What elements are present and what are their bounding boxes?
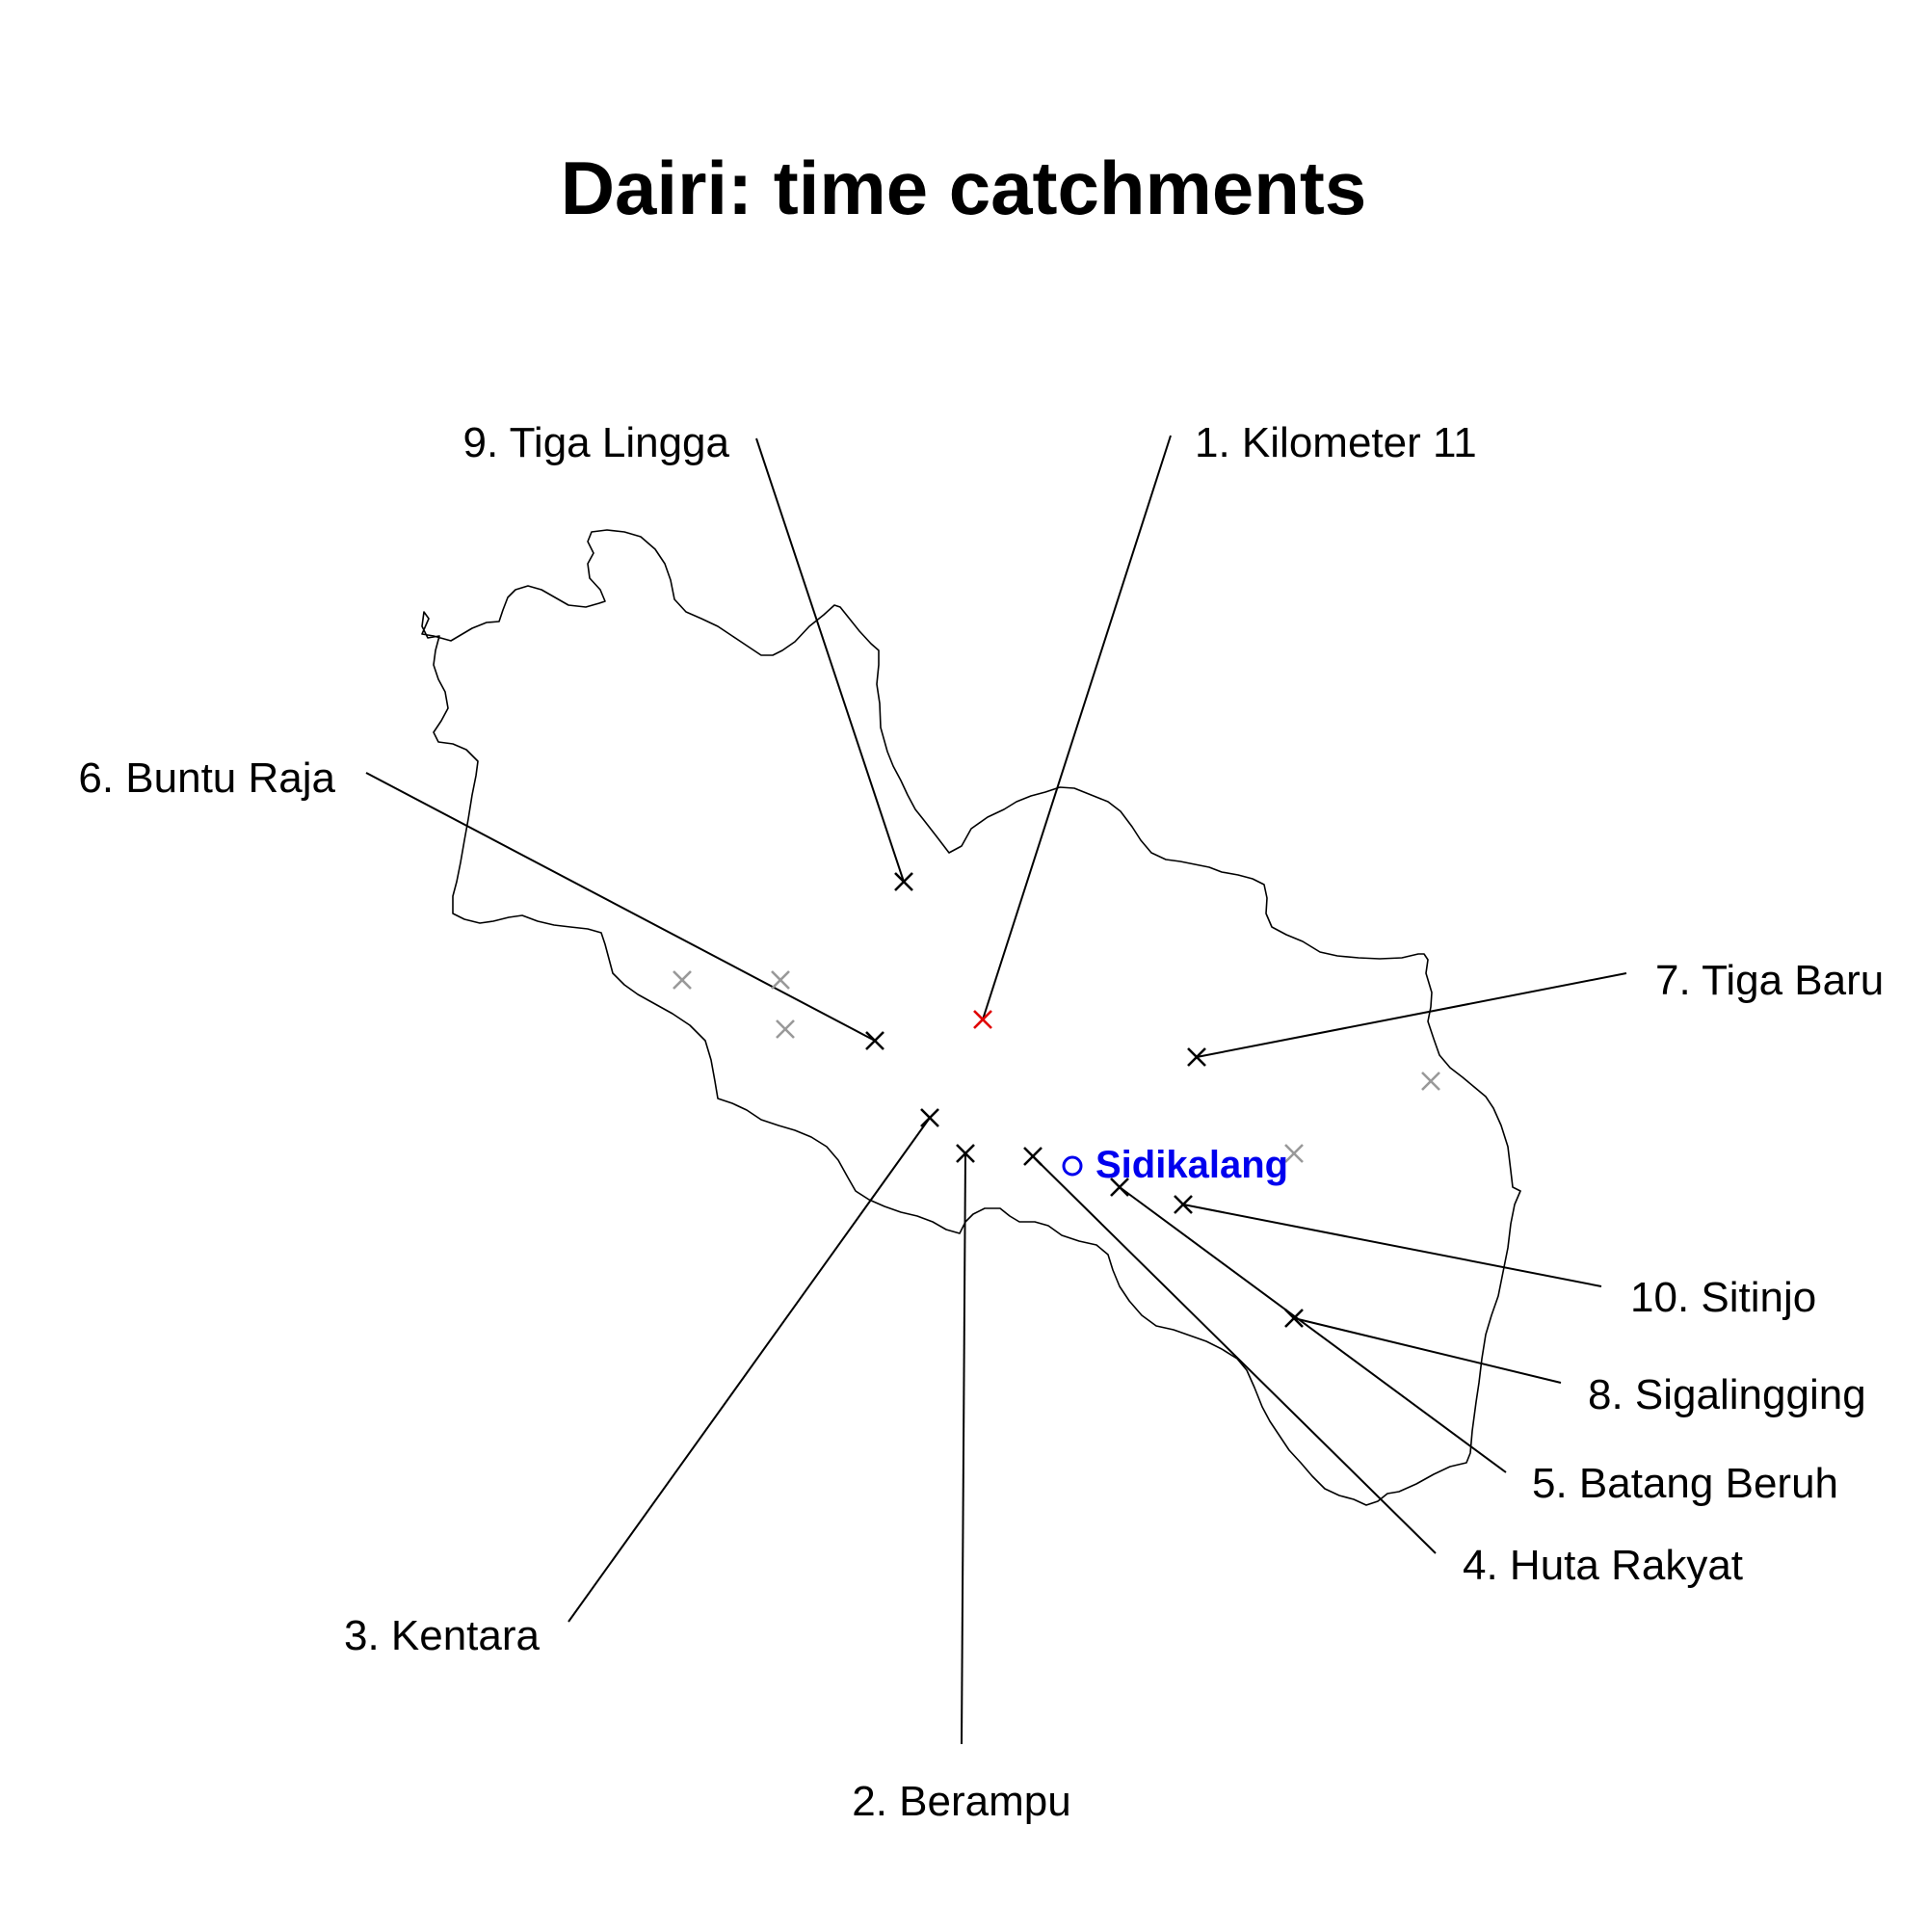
place-label-4: 4. Huta Rakyat xyxy=(1463,1542,1743,1589)
leader-line-6 xyxy=(365,772,876,1042)
place-label-6: 6. Buntu Raja xyxy=(78,754,335,802)
place-marker-7 xyxy=(1187,1047,1206,1067)
place-label-1: 1. Kilometer 11 xyxy=(1195,419,1477,466)
unlabelled-marker-3 xyxy=(776,1019,795,1039)
leader-line-7 xyxy=(1196,972,1627,1058)
place-label-9: 9. Tiga Lingga xyxy=(463,419,730,466)
map-title: Dairi: time catchments xyxy=(560,146,1367,230)
leader-line-4 xyxy=(1032,1155,1437,1554)
leader-line-1 xyxy=(982,435,1172,1020)
leader-line-5 xyxy=(1119,1186,1507,1473)
place-marker-6 xyxy=(865,1031,884,1050)
unlabelled-marker-2 xyxy=(771,970,790,990)
leader-line-3 xyxy=(568,1117,931,1623)
place-label-8: 8. Sigalingging xyxy=(1588,1371,1866,1418)
place-label-2: 2. Berampu xyxy=(852,1778,1070,1825)
place-label-7: 7. Tiga Baru xyxy=(1655,957,1884,1004)
place-marker-3 xyxy=(920,1108,939,1127)
place-label-3: 3. Kentara xyxy=(344,1612,541,1659)
district-boundary xyxy=(421,529,1521,1506)
place-label-5: 5. Batang Beruh xyxy=(1532,1460,1838,1507)
place-marker-10 xyxy=(1174,1195,1193,1214)
unlabelled-marker-1 xyxy=(673,970,692,990)
leader-line-8 xyxy=(1293,1317,1562,1384)
leader-line-10 xyxy=(1182,1204,1602,1287)
unlabelled-marker-4 xyxy=(1421,1072,1440,1091)
place-marker-1 xyxy=(973,1010,992,1029)
sidikalang-town-marker xyxy=(1062,1155,1083,1177)
place-label-10: 10. Sitinjo xyxy=(1630,1274,1816,1321)
leader-line-2 xyxy=(961,1152,966,1745)
place-marker-9 xyxy=(894,872,913,891)
place-marker-2 xyxy=(956,1144,975,1163)
place-marker-8 xyxy=(1284,1309,1304,1328)
unlabelled-marker-5 xyxy=(1284,1144,1304,1163)
sidikalang-town-label: Sidikalang xyxy=(1095,1144,1288,1186)
place-marker-4 xyxy=(1023,1147,1043,1166)
leader-line-9 xyxy=(755,437,905,883)
place-marker-5 xyxy=(1110,1178,1129,1197)
